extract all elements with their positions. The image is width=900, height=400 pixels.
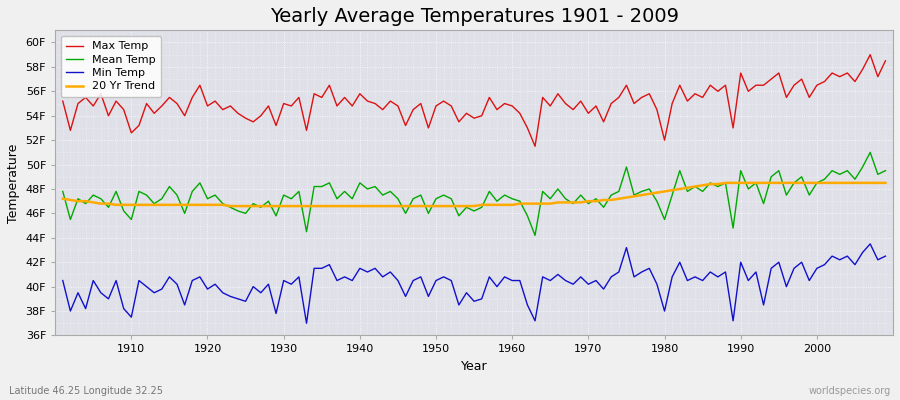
Text: worldspecies.org: worldspecies.org: [809, 386, 891, 396]
Text: Latitude 46.25 Longitude 32.25: Latitude 46.25 Longitude 32.25: [9, 386, 163, 396]
Legend: Max Temp, Mean Temp, Min Temp, 20 Yr Trend: Max Temp, Mean Temp, Min Temp, 20 Yr Tre…: [60, 36, 161, 97]
Title: Yearly Average Temperatures 1901 - 2009: Yearly Average Temperatures 1901 - 2009: [270, 7, 679, 26]
X-axis label: Year: Year: [461, 360, 488, 373]
Y-axis label: Temperature: Temperature: [7, 143, 20, 222]
